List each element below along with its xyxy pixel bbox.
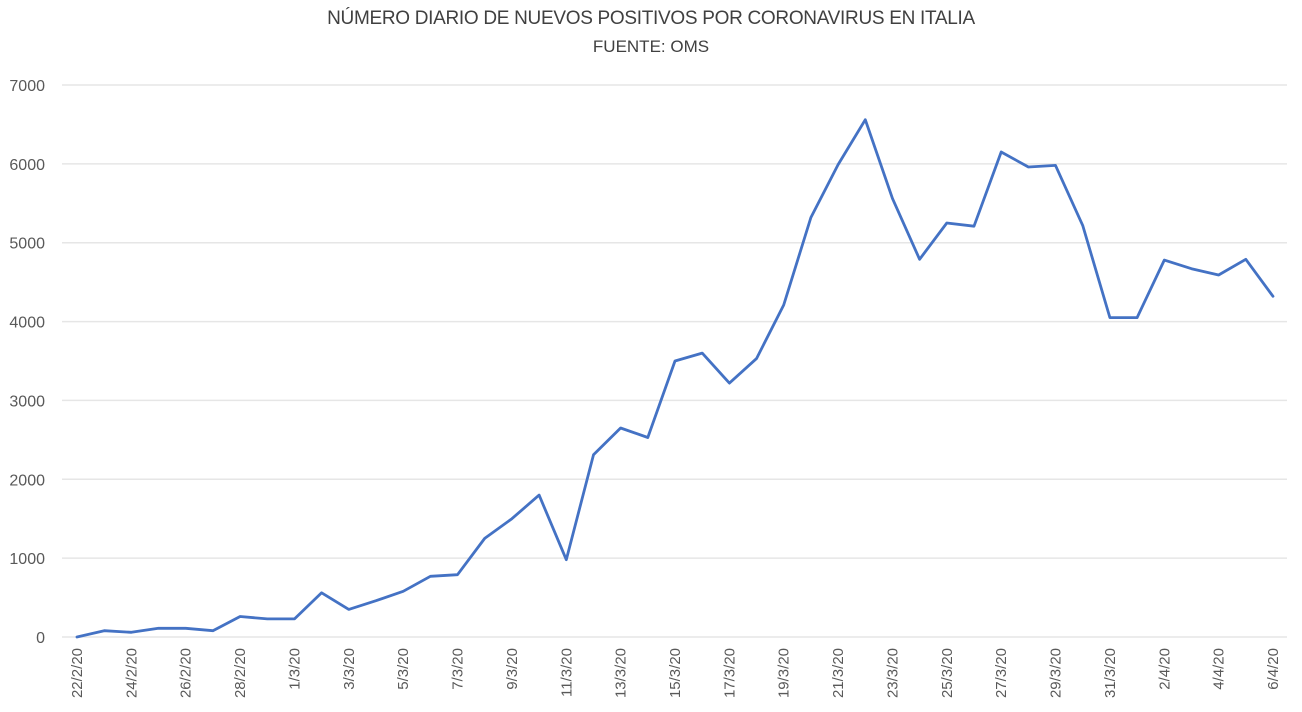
x-tick-label: 11/3/20 xyxy=(558,648,575,697)
y-tick-label: 6000 xyxy=(9,157,45,174)
y-tick-label: 1000 xyxy=(9,551,45,568)
x-tick-label: 29/3/20 xyxy=(1048,648,1065,698)
x-tick-label: 25/3/20 xyxy=(939,648,956,698)
x-tick-label: 22/2/20 xyxy=(69,648,86,698)
x-tick-label: 17/3/20 xyxy=(721,648,738,698)
x-tick-label: 13/3/20 xyxy=(613,648,630,698)
x-tick-label: 31/3/20 xyxy=(1102,648,1119,698)
gridlines xyxy=(62,84,1287,638)
x-tick-label: 5/3/20 xyxy=(395,648,412,690)
chart-subtitle: FUENTE: OMS xyxy=(592,37,710,56)
y-tick-label: 0 xyxy=(36,630,45,647)
x-axis-labels: 22/2/20 24/2/20 26/2/20 28/2/20 1/3/20 3/3/20… xyxy=(69,648,1282,698)
y-tick-label: 4000 xyxy=(9,315,45,332)
y-tick-label: 3000 xyxy=(9,393,45,410)
x-tick-label: 3/3/20 xyxy=(341,648,358,690)
y-tick-label: 7000 xyxy=(9,78,45,95)
chart-title: NÚMERO DIARIO DE NUEVOS POSITIVOS POR CO… xyxy=(327,8,975,29)
y-tick-label: 2000 xyxy=(9,472,45,489)
x-tick-label: 15/3/20 xyxy=(667,648,684,698)
x-tick-label: 4/4/20 xyxy=(1211,648,1228,690)
x-tick-label: 28/2/20 xyxy=(232,648,249,698)
x-tick-label: 23/3/20 xyxy=(884,648,901,698)
x-tick-label: 24/2/20 xyxy=(123,648,140,698)
x-tick-label: 27/3/20 xyxy=(993,648,1010,698)
y-axis-labels: 0 1000 2000 3000 4000 5000 6000 7000 xyxy=(9,78,45,647)
x-tick-label: 7/3/20 xyxy=(450,648,467,690)
series-line-nuevos-positivos xyxy=(75,118,1275,639)
x-tick-label: 1/3/20 xyxy=(286,648,303,690)
x-tick-label: 19/3/20 xyxy=(776,648,793,698)
x-tick-label: 6/4/20 xyxy=(1265,648,1282,690)
x-tick-label: 9/3/20 xyxy=(504,648,521,690)
x-tick-label: 2/4/20 xyxy=(1156,648,1173,690)
x-tick-label: 26/2/20 xyxy=(178,648,195,698)
y-tick-label: 5000 xyxy=(9,236,45,253)
x-tick-label: 21/3/20 xyxy=(830,648,847,698)
